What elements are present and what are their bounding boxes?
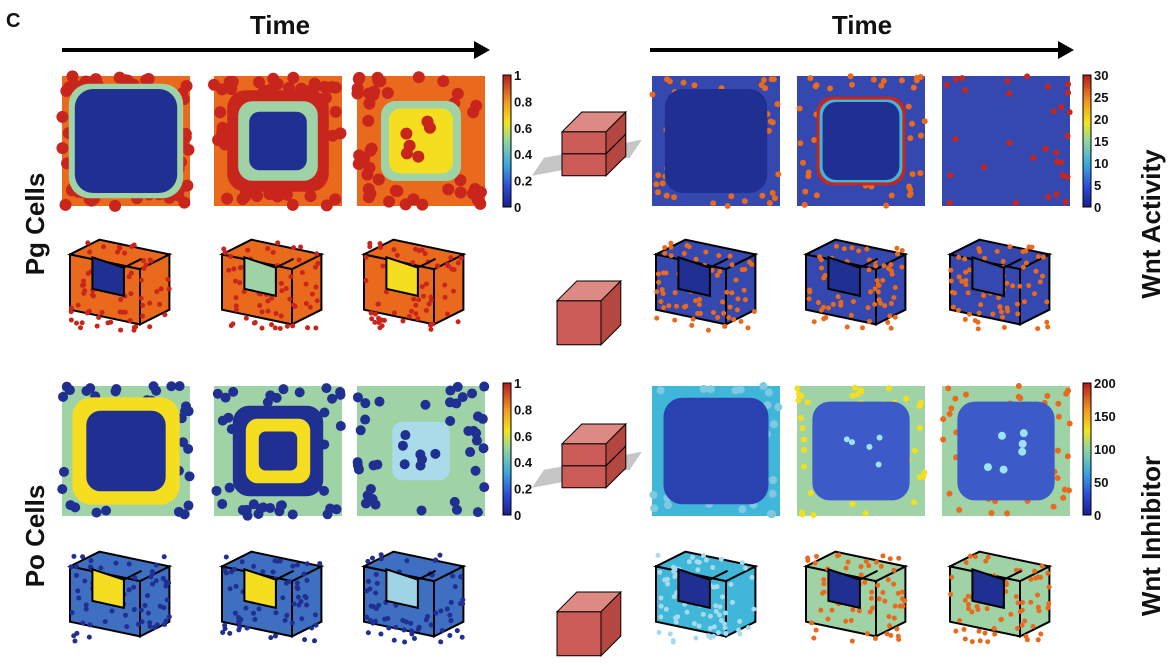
colorbar-activity	[1082, 74, 1092, 208]
colorbar-tick-labels: 10.80.60.40.2010.80.60.40.20302520151050…	[514, 68, 1116, 523]
colorbar-pg	[502, 74, 512, 208]
cutaway-cube	[218, 238, 325, 332]
cube-icon	[555, 590, 623, 658]
cutaway-cube	[218, 550, 325, 644]
heatmap-panel	[56, 70, 195, 212]
colorbar-tick-inhibitor: 100	[1094, 442, 1116, 457]
panel-letter: C	[6, 10, 20, 32]
heatmap-panel	[352, 381, 490, 518]
row-label-po: Po Cells	[20, 485, 50, 588]
heatmap-panel	[794, 384, 928, 518]
heatmap-panel	[351, 71, 487, 211]
cutaway-cube	[802, 238, 909, 331]
colorbar-tick-activity: 5	[1094, 178, 1101, 193]
colorbar-tick-inhibitor: 0	[1094, 508, 1101, 523]
colorbar-tick-activity: 10	[1094, 156, 1108, 171]
cutaway-cube	[652, 238, 759, 333]
heatmap-panel	[649, 76, 782, 209]
colorbar-tick-activity: 20	[1094, 112, 1108, 127]
heatmap-panel	[208, 71, 347, 212]
side-label-wnt-activity: Wnt Activity	[1136, 149, 1166, 299]
time-label-right: Time	[832, 10, 892, 40]
colorbar-tick-inhibitor: 200	[1094, 376, 1116, 391]
heatmap-panel	[796, 73, 928, 209]
colorbar-po	[502, 382, 512, 516]
cube-icon	[555, 279, 623, 347]
cube-icons	[532, 110, 642, 658]
colorbar-tick-activity: 15	[1094, 134, 1108, 149]
colorbar-tick-pg: 0	[514, 200, 521, 215]
colorbar-tick-po: 0.6	[514, 429, 532, 444]
colorbar-tick-po: 1	[514, 376, 521, 391]
time-label-left: Time	[250, 10, 310, 40]
heatmap-panel	[940, 383, 1073, 517]
cutaway-cube	[66, 550, 173, 644]
colorbar-inhibitor	[1082, 382, 1092, 516]
heatmap-panel	[649, 382, 783, 519]
time-arrow-left-head	[474, 41, 490, 59]
heatmap-panel	[57, 381, 195, 520]
row-label-pg: Pg Cells	[20, 173, 50, 276]
heatmap-panel	[211, 383, 346, 521]
colorbar-tick-pg: 0.4	[514, 147, 533, 162]
colorbar-tick-pg: 0.8	[514, 94, 532, 109]
heatmap-panel	[942, 73, 1073, 206]
cutaway-cube	[360, 238, 467, 332]
colorbar-tick-inhibitor: 50	[1094, 475, 1108, 490]
colorbar-tick-pg: 0.6	[514, 121, 532, 136]
colorbar-tick-po: 0.2	[514, 482, 532, 497]
colorbar-tick-pg: 1	[514, 68, 521, 83]
cutaway-cube	[802, 550, 909, 644]
colorbar-tick-po: 0	[514, 508, 521, 523]
colorbar-tick-activity: 25	[1094, 90, 1108, 105]
cube-icon	[532, 110, 642, 178]
side-label-wnt-inhibitor: Wnt Inhibitor	[1136, 456, 1166, 616]
cutaway-cube	[652, 550, 759, 645]
time-arrow-right-head	[1058, 41, 1074, 59]
cutaway-cube	[360, 550, 467, 645]
cutaway-cube	[946, 550, 1053, 645]
cutaway-cube	[66, 238, 173, 333]
colorbar-tick-activity: 0	[1094, 200, 1101, 215]
colorbar-tick-activity: 30	[1094, 68, 1108, 83]
colorbar-tick-po: 0.8	[514, 402, 532, 417]
heatmap-panels	[56, 70, 1073, 521]
cube-icon	[532, 422, 642, 490]
colorbar-tick-pg: 0.2	[514, 174, 532, 189]
cutaway-cube	[946, 238, 1053, 332]
colorbar-tick-po: 0.4	[514, 455, 533, 470]
cube-panels	[66, 238, 1053, 645]
colorbar-tick-inhibitor: 150	[1094, 409, 1116, 424]
